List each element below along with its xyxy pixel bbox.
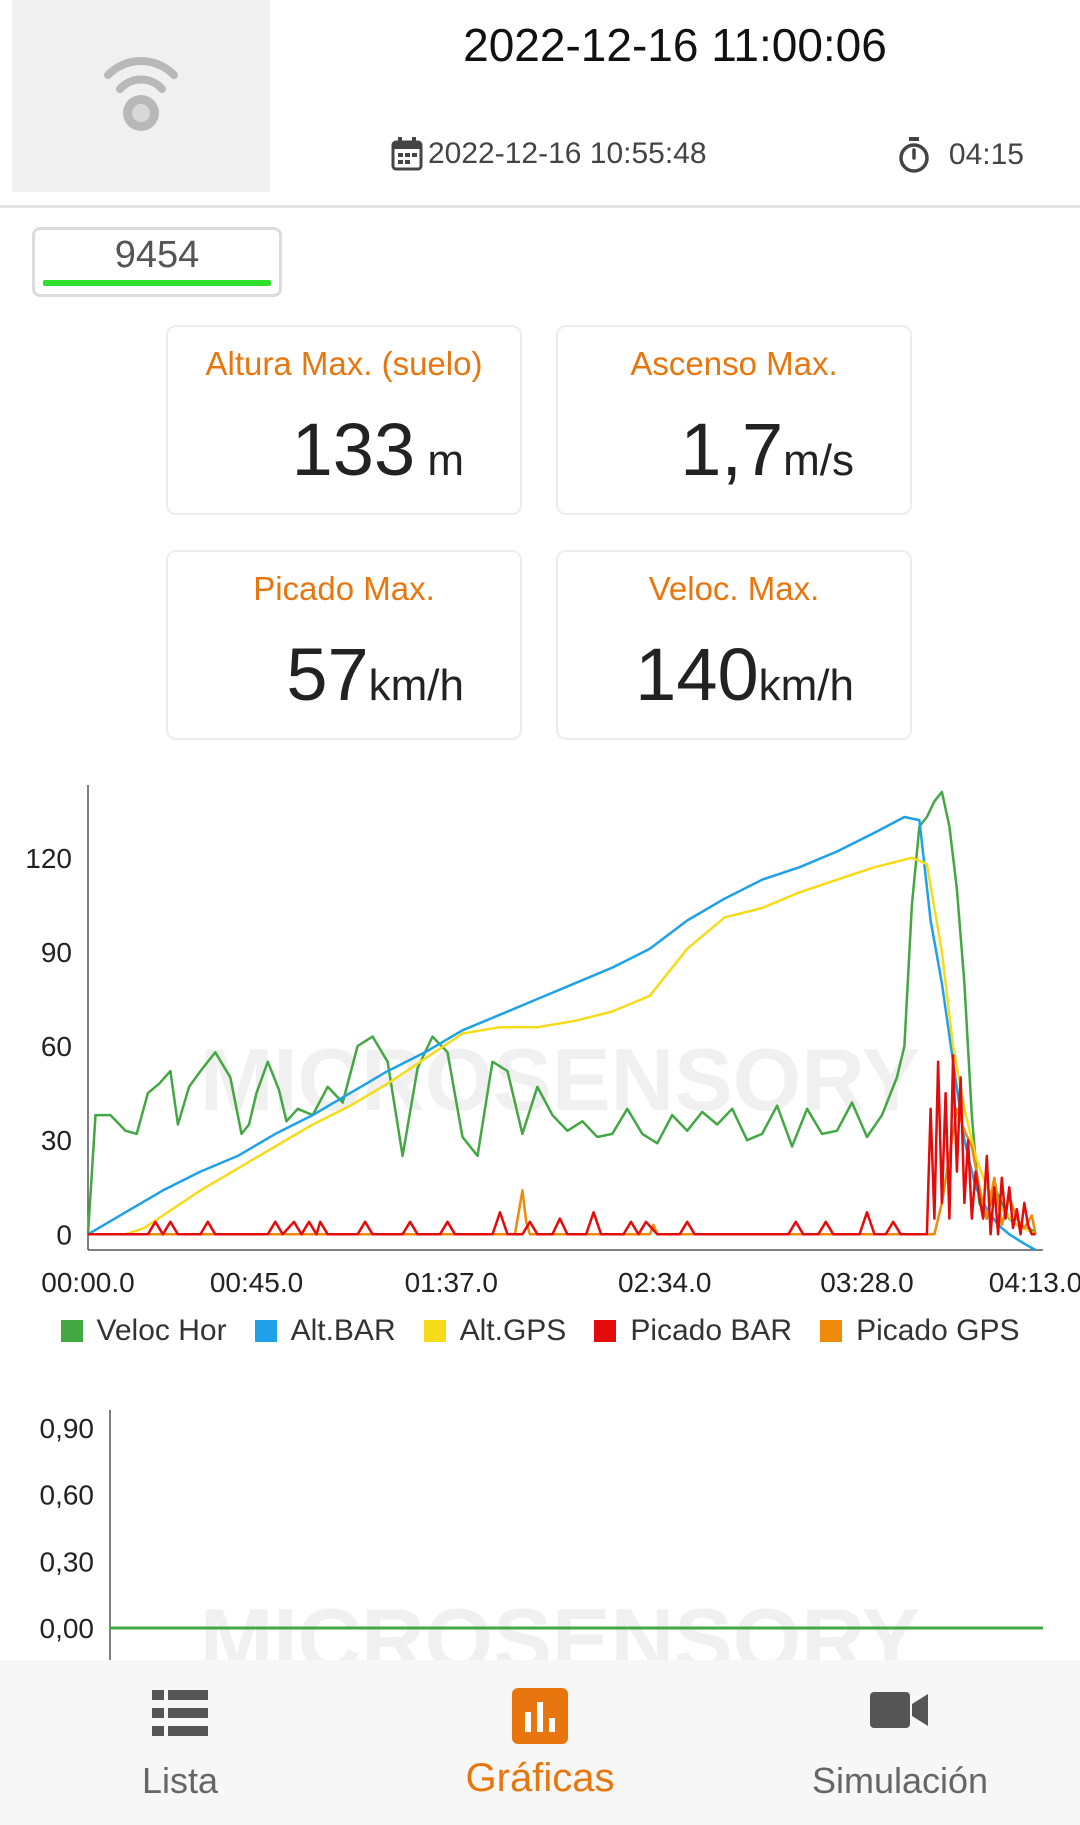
nav-simulacion[interactable]: Simulación — [720, 1660, 1080, 1825]
x-tick-label: 00:45.0 — [210, 1267, 303, 1298]
device-id-badge: 9454 — [32, 227, 282, 297]
flight-timestamp: 2022-12-16 11:00:06 — [463, 19, 887, 71]
legend-label: Picado BAR — [630, 1314, 793, 1347]
legend-item[interactable]: Picado BAR — [594, 1314, 792, 1348]
legend-label: Veloc Hor — [96, 1314, 227, 1347]
legend-label: Alt.BAR — [290, 1314, 396, 1347]
duration: 04:15 — [897, 136, 1024, 174]
stat-number: 133 — [291, 408, 416, 491]
watermark-logo: MICROSENSORY — [200, 1030, 920, 1129]
video-camera-icon — [870, 1692, 928, 1728]
start-time-text: 2022-12-16 10:55:48 — [428, 137, 707, 170]
stat-card-veloc: Veloc. Max. 140km/h — [556, 550, 912, 740]
y-tick-label: 60 — [41, 1031, 72, 1062]
chart-legend: Veloc Hor Alt.BAR Alt.GPS Picado BAR Pic… — [0, 1314, 1080, 1348]
stopwatch-icon — [899, 137, 929, 173]
signal-bar — [43, 280, 271, 286]
y-tick-label: 0,90 — [40, 1413, 95, 1444]
legend-swatch — [820, 1320, 843, 1342]
y-tick-label: 0,00 — [40, 1613, 95, 1644]
stat-value: 140km/h — [635, 632, 854, 717]
legend-label: Alt.GPS — [459, 1314, 567, 1347]
nav-label: Simulación — [811, 1760, 989, 1801]
stat-label: Picado Max. — [253, 570, 435, 607]
stat-unit: km/h — [758, 661, 854, 710]
stat-number: 1,7 — [680, 408, 784, 491]
y-tick-label: 90 — [41, 937, 72, 968]
y-tick-label: 0,30 — [40, 1546, 95, 1577]
legend-swatch — [60, 1320, 83, 1342]
legend-item[interactable]: Alt.BAR — [254, 1314, 396, 1348]
stat-unit: m — [415, 436, 464, 485]
x-tick-label: 04:13.0 — [989, 1267, 1080, 1298]
series-line-veloc-hor — [86, 790, 1036, 1235]
stat-card-picado: Picado Max. 57km/h — [166, 550, 522, 740]
secondary-chart[interactable]: MICROSENSORY 0,90 0,60 0,30 0,00 — [0, 1370, 1080, 1660]
bar-chart-icon — [512, 1688, 568, 1744]
y-tick-label: 0,60 — [40, 1480, 95, 1511]
stat-unit: m/s — [783, 436, 854, 485]
nav-graficas[interactable]: Gráficas — [360, 1660, 720, 1825]
x-tick-label: 01:37.0 — [405, 1267, 498, 1298]
legend-item[interactable]: Picado GPS — [820, 1314, 1019, 1348]
stat-number: 140 — [635, 633, 759, 716]
legend-swatch — [423, 1320, 446, 1342]
y-tick-label: 30 — [41, 1125, 72, 1156]
flight-chart[interactable]: MICROSENSORY 0 30 60 90 120 00:00.0 00:45.0 01:3… — [0, 780, 1080, 1300]
nav-lista[interactable]: Lista — [0, 1660, 360, 1825]
x-tick-label: 02:34.0 — [618, 1267, 711, 1298]
device-id-text: 9454 — [114, 234, 200, 276]
stat-label: Ascenso Max. — [630, 345, 838, 382]
wireless-device-icon — [104, 57, 178, 131]
list-icon — [152, 1690, 208, 1736]
legend-item[interactable]: Veloc Hor — [60, 1314, 227, 1348]
stat-card-ascenso: Ascenso Max. 1,7m/s — [556, 325, 912, 515]
stat-number: 57 — [286, 633, 369, 716]
stat-value: 57km/h — [286, 632, 464, 717]
calendar-icon — [391, 137, 423, 171]
series-line-picado-bar — [88, 1054, 1036, 1236]
stat-label: Veloc. Max. — [648, 570, 820, 607]
legend-label: Picado GPS — [856, 1314, 1020, 1347]
header: 2022-12-16 11:00:06 2022-12-16 10:55:48 … — [0, 0, 1080, 208]
x-tick-label: 03:28.0 — [820, 1267, 913, 1298]
bottom-navigation: Lista Gráficas Simulación — [0, 1660, 1080, 1825]
legend-swatch — [254, 1320, 277, 1342]
stat-unit: km/h — [368, 661, 464, 710]
duration-text: 04:15 — [948, 138, 1024, 171]
nav-label: Gráficas — [465, 1756, 615, 1800]
watermark-logo: MICROSENSORY — [200, 1590, 920, 1660]
stat-value: 133 m — [292, 407, 464, 492]
device-thumbnail[interactable] — [12, 0, 270, 192]
x-tick-label: 00:00.0 — [41, 1267, 134, 1298]
nav-label: Lista — [141, 1760, 219, 1801]
start-time: 2022-12-16 10:55:48 — [390, 136, 707, 172]
y-tick-label: 0 — [56, 1219, 72, 1250]
y-tick-label: 120 — [25, 843, 72, 874]
stat-value: 1,7m/s — [680, 407, 854, 492]
legend-swatch — [594, 1320, 617, 1342]
stat-card-altura: Altura Max. (suelo) 133 m — [166, 325, 522, 515]
stat-label: Altura Max. (suelo) — [205, 345, 483, 382]
legend-item[interactable]: Alt.GPS — [423, 1314, 567, 1348]
